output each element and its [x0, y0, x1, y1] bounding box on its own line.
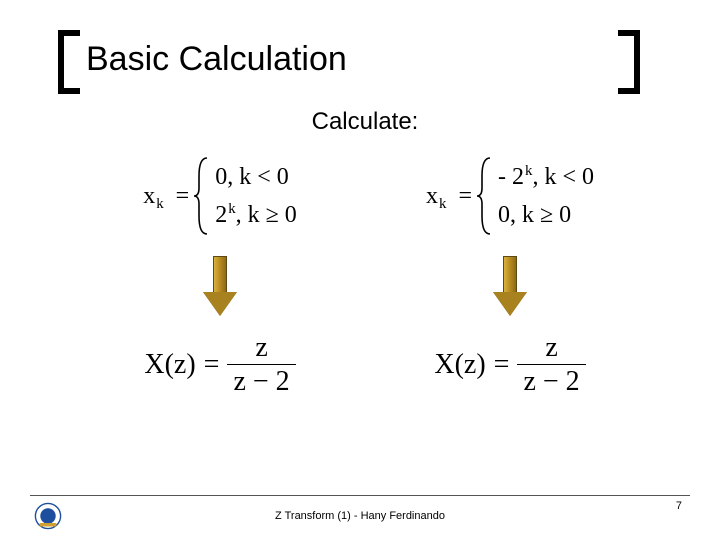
down-arrow-icon	[495, 256, 525, 316]
result-left: X(z) = z z − 2	[80, 334, 360, 396]
equation-column-right: xk = - 2k, k < 0 0, k ≥ 0	[370, 156, 650, 396]
title-bracket-left	[58, 30, 80, 94]
piecewise-left: xk = 0, k < 0 2k, k ≥ 0	[143, 156, 297, 236]
fraction: z z − 2	[227, 334, 295, 396]
eq-sign: =	[494, 349, 510, 381]
fraction-num: z	[249, 334, 273, 364]
lhs-var: x	[426, 183, 438, 209]
eq-sign: =	[176, 183, 190, 209]
result-lhs: X(z)	[144, 349, 195, 381]
fraction-num: z	[539, 334, 563, 364]
piecewise-right: xk = - 2k, k < 0 0, k ≥ 0	[426, 156, 594, 236]
page-title: Basic Calculation	[86, 40, 347, 79]
content-area: xk = 0, k < 0 2k, k ≥ 0	[60, 146, 670, 476]
eq-sign: =	[458, 183, 472, 209]
down-arrow-icon	[205, 256, 235, 316]
brace-icon	[193, 156, 211, 236]
subtitle: Calculate:	[60, 108, 670, 136]
title-bracket-right	[618, 30, 640, 94]
left-case-2: 2k, k ≥ 0	[215, 196, 297, 234]
left-case-1: 0, k < 0	[215, 158, 297, 196]
lhs-sub: k	[156, 196, 163, 212]
lhs-sub: k	[439, 196, 446, 212]
fraction: z z − 2	[517, 334, 585, 396]
result-lhs: X(z)	[434, 349, 485, 381]
page-number: 7	[676, 500, 682, 512]
brace-icon	[476, 156, 494, 236]
right-case-2: 0, k ≥ 0	[498, 196, 594, 234]
result-right: X(z) = z z − 2	[370, 334, 650, 396]
equation-column-left: xk = 0, k < 0 2k, k ≥ 0	[80, 156, 360, 396]
fraction-den: z − 2	[227, 365, 295, 396]
fraction-den: z − 2	[517, 365, 585, 396]
footer-text: Z Transform (1) - Hany Ferdinando	[0, 510, 720, 522]
right-case-1: - 2k, k < 0	[498, 158, 594, 196]
footer-rule	[30, 495, 690, 496]
eq-sign: =	[204, 349, 220, 381]
lhs-var: x	[143, 183, 155, 209]
